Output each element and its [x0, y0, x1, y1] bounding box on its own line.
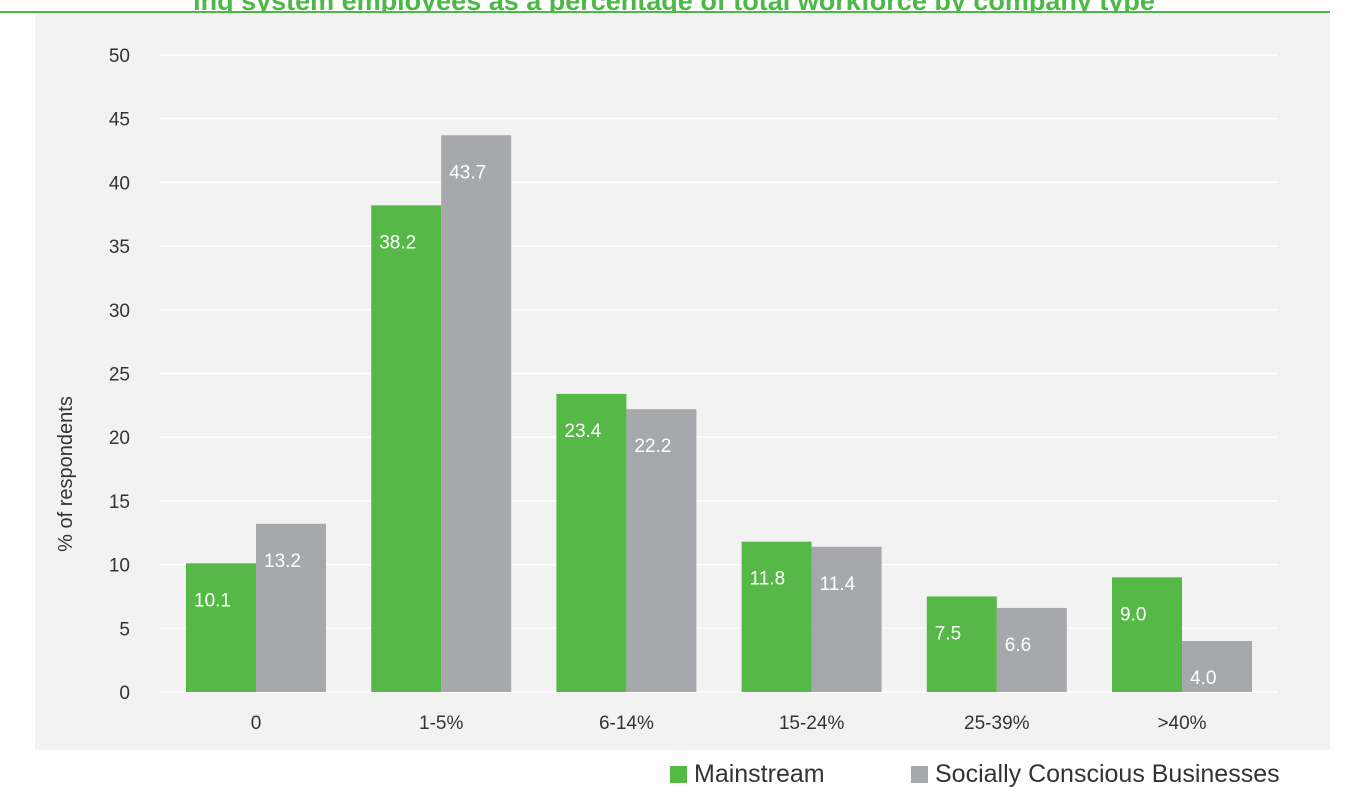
x-tick-label: 25-39% [964, 713, 1030, 734]
legend-item-mainstream: Mainstream [670, 752, 825, 796]
x-tick-label: 1-5% [419, 713, 463, 734]
bar-mainstream [371, 205, 442, 692]
y-tick-label: 10 [109, 556, 130, 577]
legend-item-socially-conscious: Socially Conscious Businesses [911, 752, 1280, 796]
y-tick-label: 20 [109, 428, 130, 449]
y-tick-label: 35 [109, 237, 130, 258]
bar-mainstream [556, 393, 627, 692]
y-axis-title: % of respondents [55, 396, 77, 552]
y-tick-label: 30 [109, 301, 130, 322]
x-tick-label: >40% [1157, 713, 1206, 734]
y-tick-label: 50 [109, 46, 130, 67]
bar-mainstream [1112, 577, 1182, 692]
bar-socially-conscious [626, 409, 697, 692]
bar-socially-conscious [256, 523, 326, 692]
title-rule [0, 11, 1330, 13]
bar-mainstream [186, 563, 256, 692]
bar-value-label: 10.1 [194, 590, 231, 611]
y-tick-label: 0 [119, 683, 130, 704]
bar-chart: 0 5 10 15 20 25 30 35 40 45 50 10.1 13.2 38.2 43.7 23.… [55, 46, 1278, 734]
bar-value-label: 23.4 [564, 421, 601, 442]
bar-socially-conscious [996, 607, 1067, 692]
bar-value-label: 11.8 [750, 569, 786, 590]
bar-socially-conscious [811, 546, 882, 692]
gridlines [159, 54, 1278, 693]
bar-value-label: 6.6 [1005, 635, 1031, 656]
bar-value-label: 43.7 [449, 162, 486, 183]
y-tick-label: 15 [109, 492, 130, 513]
x-tick-label: 0 [251, 713, 262, 734]
bar-value-label: 4.0 [1190, 668, 1216, 689]
x-axis-ticks: 0 1-5% 6-14% 15-24% 25-39% >40% [251, 713, 1207, 734]
bars [186, 135, 1252, 693]
y-axis-ticks: 0 5 10 15 20 25 30 35 40 45 50 [109, 46, 130, 704]
bar-value-label: 7.5 [935, 623, 961, 644]
y-tick-label: 45 [109, 110, 130, 131]
legend-label-socially-conscious: Socially Conscious Businesses [935, 759, 1280, 788]
bar-value-label: 11.4 [820, 574, 856, 595]
bar-mainstream [741, 541, 812, 692]
bar-value-label: 38.2 [379, 232, 416, 253]
y-tick-label: 25 [109, 365, 130, 386]
bar-mainstream [926, 596, 997, 692]
legend-swatch-mainstream [670, 765, 687, 783]
bar-value-labels: 10.1 13.2 38.2 43.7 23.4 22.2 11.8 11.4 7.5 6.6 9.… [194, 162, 1216, 689]
bar-value-label: 9.0 [1120, 604, 1146, 625]
y-tick-label: 40 [109, 173, 130, 194]
y-tick-label: 5 [119, 619, 130, 640]
legend-swatch-socially-conscious [911, 765, 928, 783]
bar-socially-conscious [1182, 641, 1252, 692]
bar-socially-conscious [441, 135, 512, 693]
bar-value-label: 13.2 [264, 551, 301, 572]
x-tick-label: 15-24% [779, 713, 845, 734]
chart-legend: Mainstream Socially Conscious Businesses [0, 752, 1348, 796]
bar-value-label: 22.2 [634, 436, 671, 457]
x-tick-label: 6-14% [599, 713, 654, 734]
legend-label-mainstream: Mainstream [694, 759, 825, 788]
